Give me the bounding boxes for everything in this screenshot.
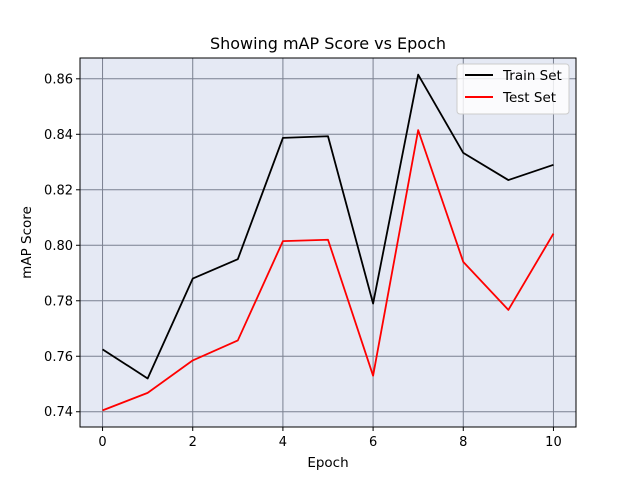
x-tick-label: 8 xyxy=(459,435,467,450)
chart-title: Showing mAP Score vs Epoch xyxy=(210,34,446,53)
legend: Train Set Test Set xyxy=(456,63,570,115)
x-axis-ticks: 0 2 4 6 8 10 xyxy=(98,427,562,450)
y-tick-label: 0.78 xyxy=(44,294,73,309)
x-tick-label: 2 xyxy=(189,435,197,450)
legend-train-set-label: Train Set xyxy=(502,68,562,84)
y-tick-label: 0.76 xyxy=(44,350,73,365)
y-tick-label: 0.80 xyxy=(44,239,73,254)
plot-frame xyxy=(79,57,577,428)
series-line-test-set xyxy=(102,129,555,412)
grid xyxy=(80,58,576,427)
x-tick-label: 4 xyxy=(279,435,287,450)
y-axis-ticks: 0.74 0.76 0.78 0.80 0.82 0.84 0.86 xyxy=(44,72,80,420)
x-tick-label: 10 xyxy=(545,435,562,450)
legend-test-set-label: Test Set xyxy=(502,90,556,106)
y-tick-label: 0.86 xyxy=(44,72,73,87)
y-tick-label: 0.84 xyxy=(44,128,73,143)
series-layer xyxy=(102,73,555,412)
legend-box xyxy=(456,63,570,115)
y-tick-label: 0.82 xyxy=(44,183,73,198)
y-tick-label: 0.74 xyxy=(44,405,73,420)
y-axis-label: mAP Score xyxy=(19,206,35,279)
x-tick-label: 0 xyxy=(98,435,106,450)
x-axis-label: Epoch xyxy=(307,455,348,471)
x-tick-label: 6 xyxy=(369,435,377,450)
series-line-train-set xyxy=(102,73,554,380)
